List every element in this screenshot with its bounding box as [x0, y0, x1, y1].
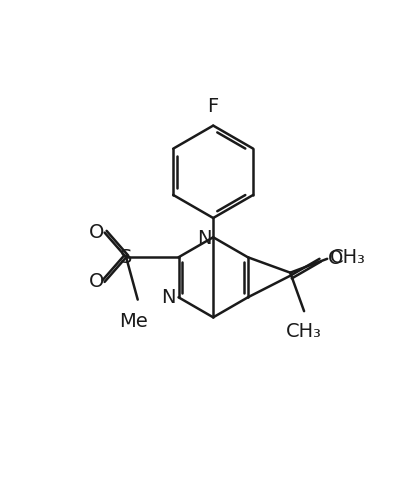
Text: S: S	[120, 248, 132, 267]
Text: CH₃: CH₃	[286, 322, 322, 341]
Text: N: N	[161, 288, 176, 307]
Text: CH₃: CH₃	[329, 248, 365, 267]
Text: F: F	[208, 97, 219, 116]
Text: N: N	[197, 229, 212, 248]
Text: O: O	[89, 223, 104, 242]
Text: O: O	[89, 272, 104, 292]
Text: Me: Me	[119, 312, 148, 331]
Text: O: O	[328, 249, 343, 268]
